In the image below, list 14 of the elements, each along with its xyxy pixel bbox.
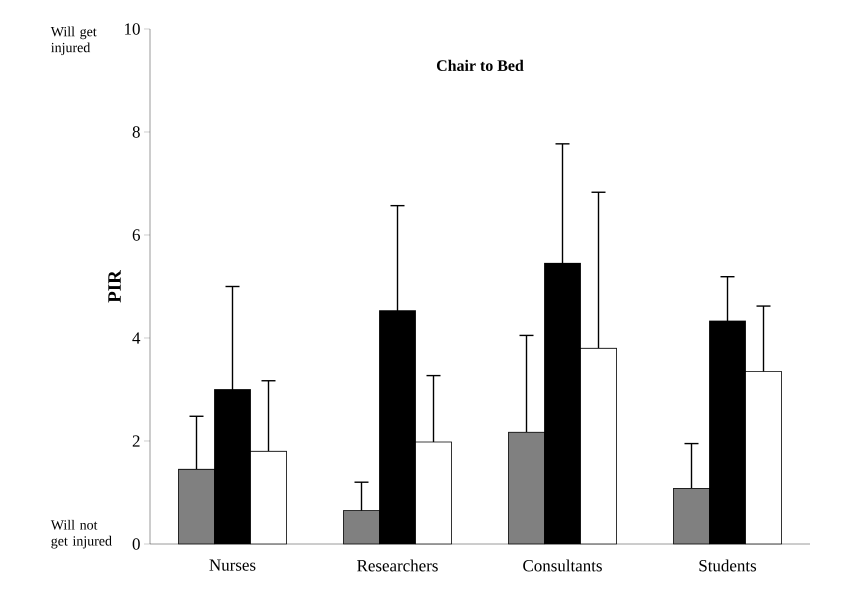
- text: Will not get injured: [50, 520, 112, 548]
- y-tick-label: 0: [132, 538, 140, 550]
- y-axis-title: PIR: [108, 270, 121, 302]
- text: Will get injured: [50, 26, 97, 56]
- y-tick-label: 6: [132, 229, 140, 241]
- y-tick-label: 2: [132, 435, 140, 447]
- y-tick-label: 10: [125, 23, 140, 35]
- x-tick-label: Researchers: [357, 560, 438, 572]
- y-tick-label: 8: [132, 126, 140, 138]
- y-tick-label: 4: [132, 332, 140, 344]
- x-tick-label: Students: [699, 560, 756, 572]
- text: Chair to Bed: [436, 60, 524, 71]
- x-tick-label: Nurses: [209, 560, 256, 571]
- x-tick-label: Consultants: [523, 560, 602, 572]
